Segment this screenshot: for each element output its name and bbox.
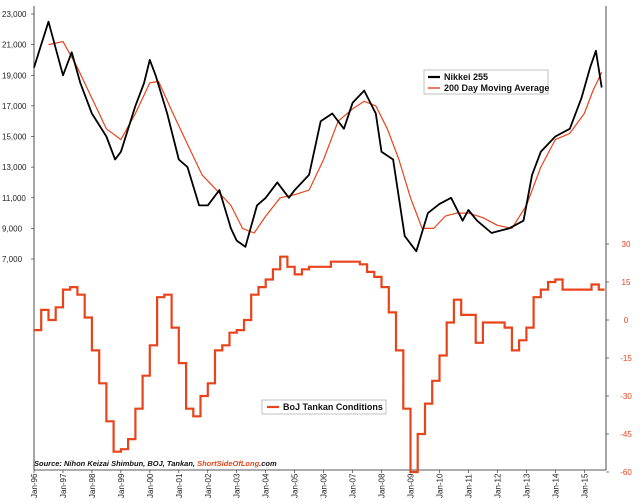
right-tick-label: 15: [622, 278, 631, 287]
x-tick-label: Jan-98: [88, 473, 97, 498]
series-line-tankan: [34, 255, 605, 474]
left-tick-label: 13,000: [2, 163, 27, 172]
left-tick-label: 19,000: [2, 71, 27, 80]
right-tick-label: 0: [624, 316, 629, 325]
x-tick-label: Jan-05: [291, 473, 300, 498]
source-text: Source: Nihon Keizai Shimbun, BOJ, Tanka…: [34, 459, 197, 468]
left-tick-label: 23,000: [2, 10, 27, 19]
x-tick-label: Jan-09: [407, 473, 416, 498]
x-tick-label: Jan-00: [146, 473, 155, 498]
x-tick-label: Jan-99: [117, 473, 126, 498]
x-axis-ticks: Jan-96 Jan-97 Jan-98 Jan-99 Jan-00 Jan-01 Jan-…: [30, 470, 589, 498]
left-tick-label: 11,000: [2, 194, 26, 203]
right-tick-label: -45: [620, 430, 632, 439]
axes: [33, 6, 607, 471]
x-tick-label: Jan-13: [522, 473, 531, 498]
legend-label-ma: 200 Day Moving Average: [444, 83, 549, 93]
legend-label-nikkei: Nikkei 255: [444, 72, 488, 82]
right-tick-label: -15: [620, 354, 632, 363]
x-tick-label: Jan-07: [349, 473, 358, 498]
right-tick-label: -30: [620, 392, 632, 401]
x-tick-label: Jan-96: [30, 473, 39, 498]
x-tick-label: Jan-97: [59, 473, 68, 498]
left-axis-ticks: 23,000 21,000 19,000 17,000 15,000 13,000 11,0…: [2, 10, 34, 264]
series-group: [33, 20, 605, 474]
right-tick-label: 30: [622, 240, 631, 249]
legend-bottom-box: [261, 399, 387, 415]
x-tick-label: Jan-08: [378, 473, 387, 498]
source-brand: ShortSideOfLong: [197, 459, 259, 468]
x-tick-label: Jan-10: [435, 473, 444, 498]
legend-bottom: BoJ Tankan Conditions: [261, 399, 387, 415]
right-tick-label: -60: [620, 468, 632, 477]
x-tick-label: Jan-12: [493, 473, 502, 498]
x-tick-label: Jan-03: [233, 473, 242, 498]
legend-top-box: [423, 69, 549, 95]
left-tick-label: 9,000: [2, 224, 23, 233]
legend-top: Nikkei 255 200 Day Moving Average: [423, 69, 549, 95]
source-note: Source: Nihon Keizai Shimbun, BOJ, Tanka…: [34, 459, 277, 468]
x-tick-label: Jan-06: [320, 473, 329, 498]
left-tick-label: 7,000: [2, 255, 23, 264]
source-suffix: .com: [259, 459, 277, 468]
left-tick-label: 21,000: [2, 41, 27, 50]
x-tick-label: Jan-01: [175, 473, 184, 498]
series-line-nikkei: [33, 20, 603, 253]
x-tick-label: Jan-11: [464, 474, 473, 498]
right-axis-ticks: 30 15 0 -15 -30 -45 -60: [606, 240, 632, 477]
x-tick-label: Jan-15: [580, 473, 589, 498]
x-tick-label: Jan-02: [204, 473, 213, 498]
legend-label-tankan: BoJ Tankan Conditions: [283, 402, 383, 412]
x-tick-label: Jan-04: [262, 473, 271, 498]
left-tick-label: 15,000: [2, 133, 27, 142]
left-tick-label: 17,000: [2, 102, 27, 111]
x-tick-label: Jan-14: [551, 473, 560, 498]
